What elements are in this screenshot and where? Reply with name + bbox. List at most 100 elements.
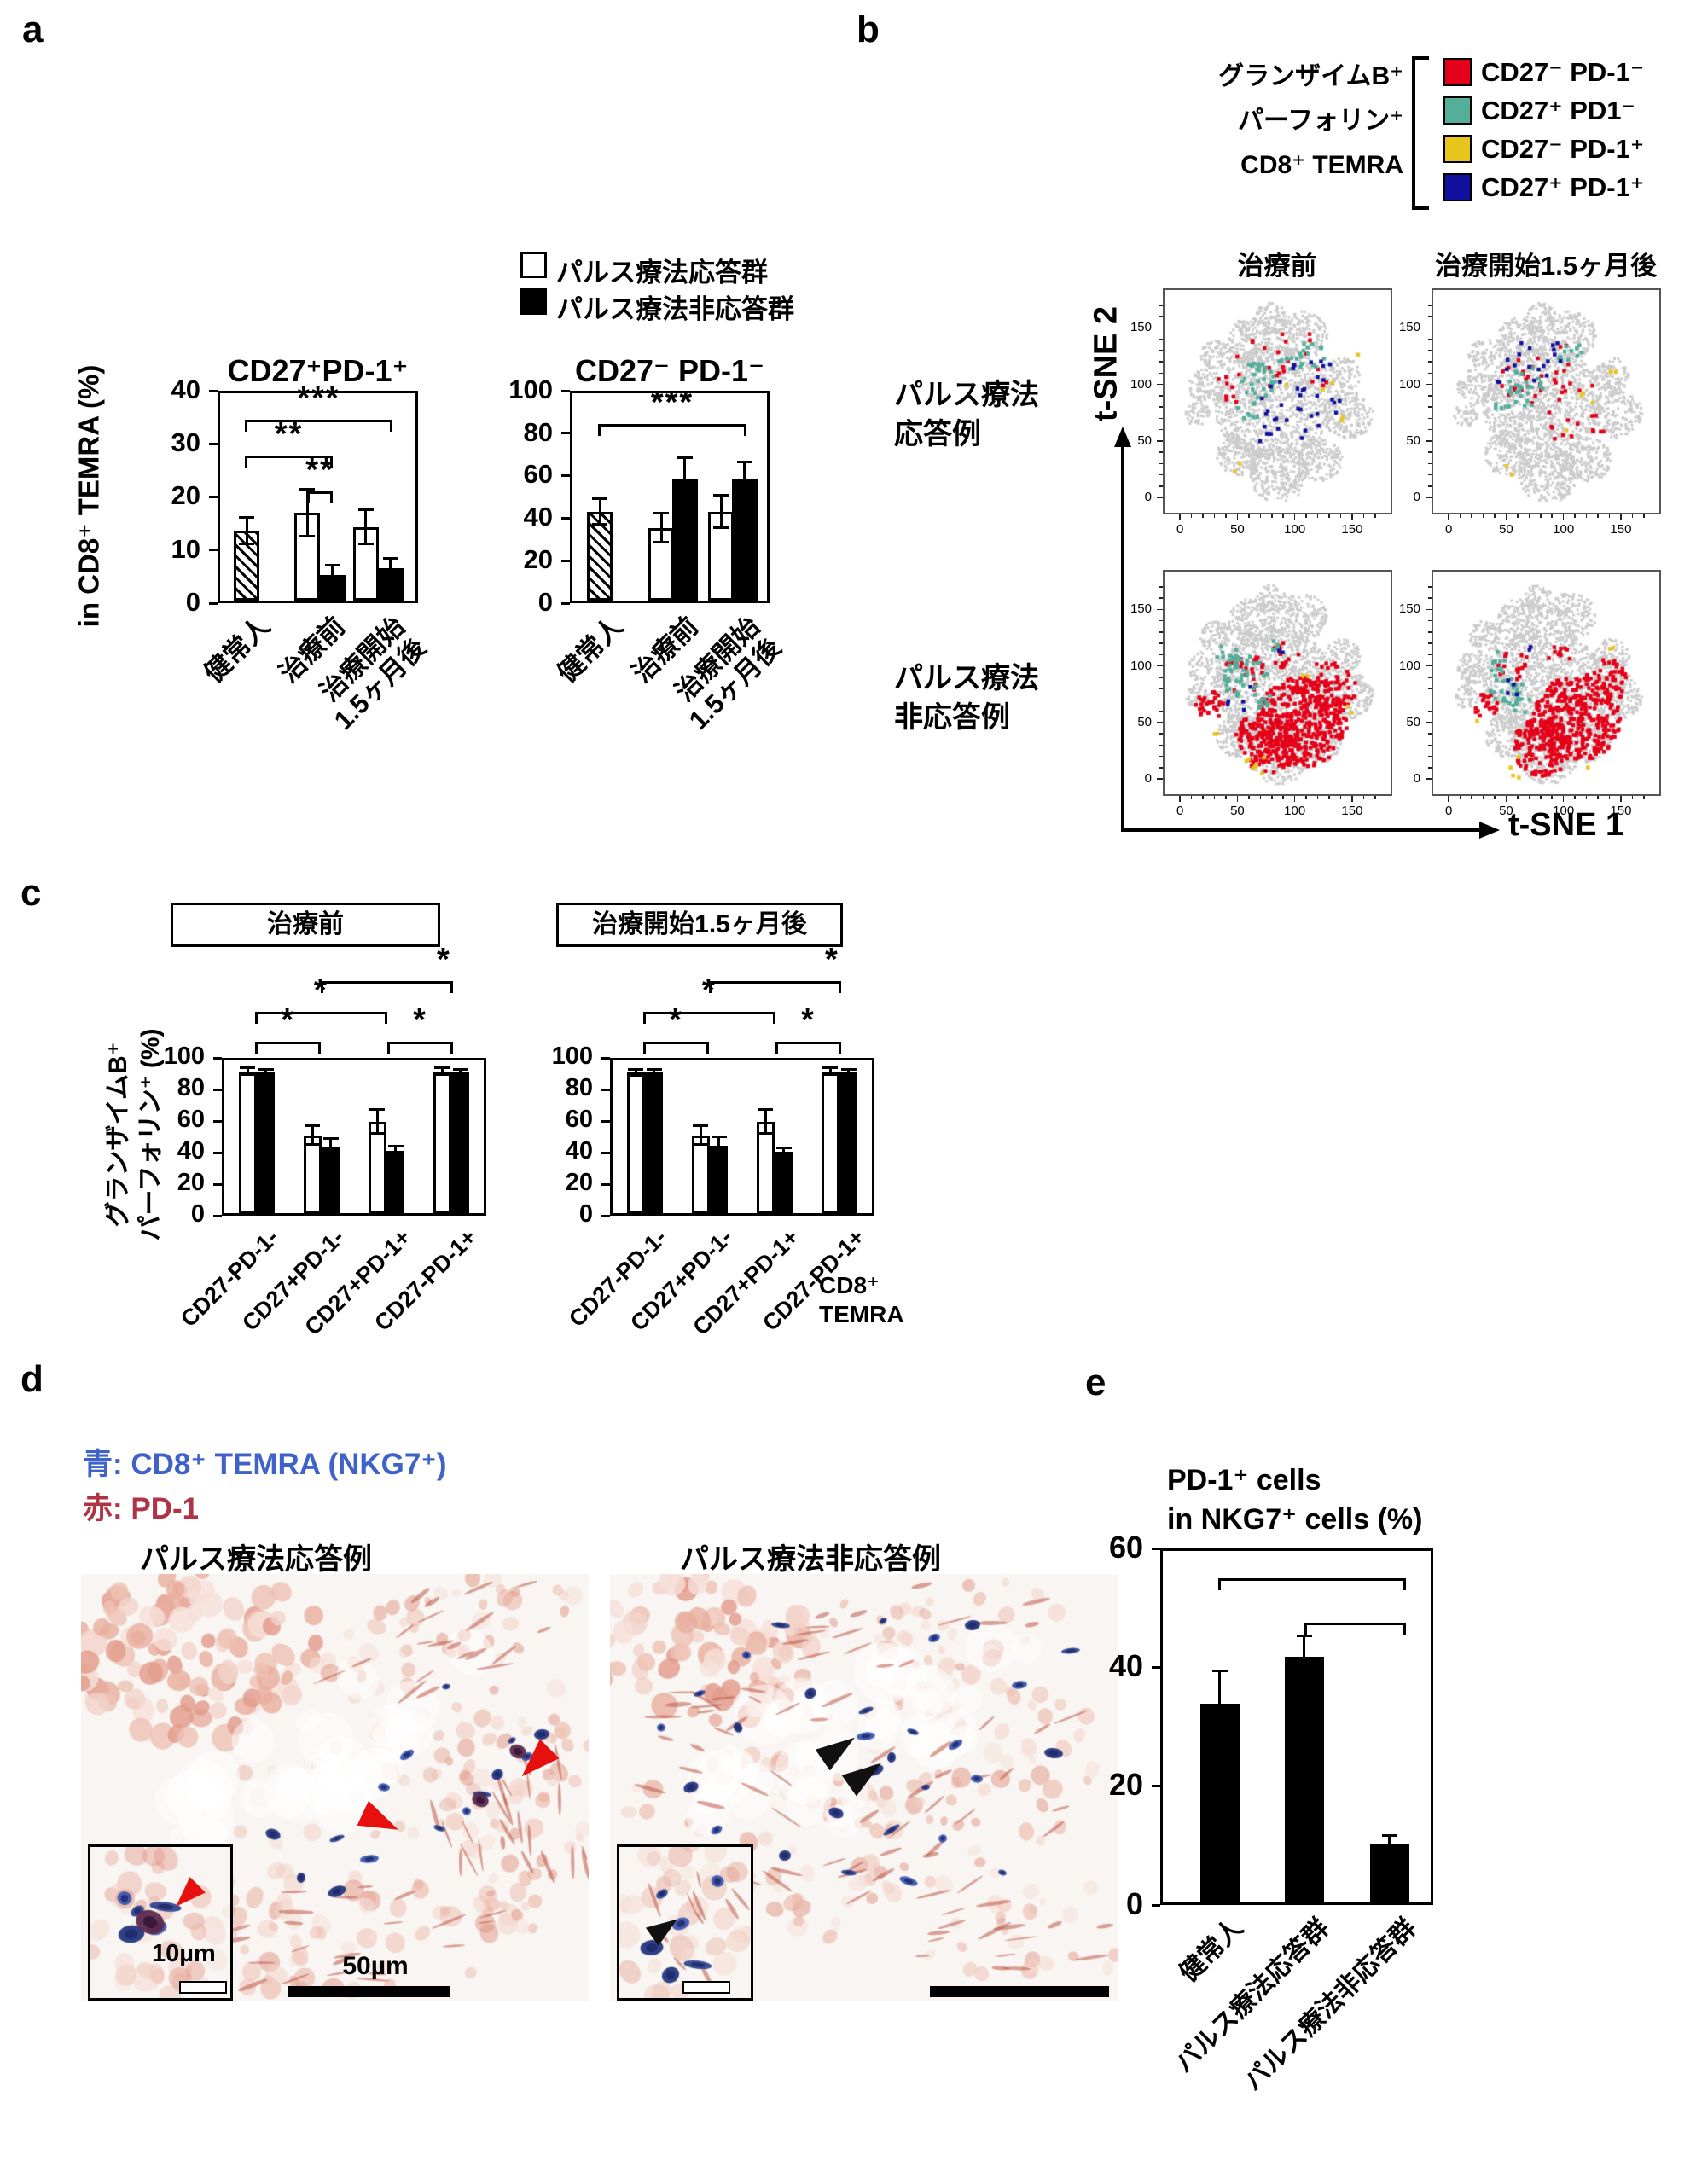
tsne-xtick [1448, 796, 1449, 802]
tsne-ytick [1157, 440, 1163, 442]
tsne-legend-swatch [1443, 135, 1472, 163]
tsne-xtick [1328, 514, 1330, 518]
e-errorbar-cap [1296, 1635, 1312, 1638]
tsne-ytick [1426, 327, 1432, 329]
tsne-legend-label: CD27⁻ PD-1⁺ [1481, 134, 1645, 164]
c2-sig-stars: * [801, 1002, 816, 1038]
tsne-xtick [1213, 796, 1216, 799]
tsne-ytick-label: 100 [1398, 658, 1420, 673]
tsne-xtick [1362, 514, 1365, 518]
tsne-xtick [1213, 514, 1216, 518]
a2-ytick-label: 100 [508, 374, 553, 404]
c2-ytick-label: 80 [565, 1074, 593, 1102]
e-ytick-mark [1152, 1785, 1160, 1788]
tsne-xtick [1202, 796, 1204, 799]
panel-d-header-blue: 青: CD8⁺ TEMRA (NKG7⁺) [83, 1448, 447, 1481]
c2-errorbar-line [717, 1136, 721, 1147]
c1-errorbar-cap [452, 1068, 468, 1072]
tsne-xtick [1190, 796, 1193, 799]
a2-ytick-label: 0 [537, 586, 553, 617]
c1-errorbar-line [329, 1138, 333, 1148]
c2-errorbar-cap [628, 1074, 644, 1077]
tsne-ytick [1426, 383, 1432, 386]
tsne-ytick [1428, 699, 1432, 701]
c1-errorbar-cap [369, 1132, 386, 1136]
a1-bar [377, 567, 404, 601]
e-ytick-label: 40 [1108, 1648, 1143, 1683]
a1-sig-bracket [244, 420, 393, 432]
a2-errorbar-line [683, 457, 687, 479]
tsne-ytick [1428, 733, 1432, 735]
a1-errorbar-line [389, 558, 392, 568]
tsne-ytick-label: 100 [1398, 376, 1420, 392]
c1-sig-bracket [254, 1042, 322, 1054]
a1-ytick-mark [209, 442, 218, 445]
c1-errorbar-cap [305, 1124, 321, 1128]
tsne-xtick-label: 100 [1284, 804, 1306, 818]
tsne-xtick [1574, 514, 1576, 518]
c1-errorbar-line [246, 1067, 249, 1075]
tsne-xtick [1505, 514, 1507, 520]
tsne-ytick [1159, 338, 1163, 340]
tsne-xtick [1620, 514, 1622, 520]
c2-bar [645, 1072, 664, 1213]
a1-errorbar-cap [357, 543, 374, 546]
c2-plot-box [610, 1058, 874, 1216]
tsne-xtick [1259, 514, 1262, 518]
tsne-ytick [1428, 744, 1432, 746]
c2-errorbar-cap [646, 1068, 662, 1072]
tsne-xtick [1608, 796, 1611, 799]
tsne-ytick [1428, 417, 1432, 420]
tsne-ytick [1157, 327, 1163, 329]
tsne-row-label-responder: パルス療法 応答例 [894, 379, 1039, 450]
e-ytick-mark [1152, 1903, 1160, 1907]
tsne-ytick-label: 50 [1406, 714, 1420, 729]
c2-errorbar-cap [840, 1068, 857, 1072]
panel-e-label: e [1085, 1362, 1106, 1403]
c2-sig-bracket [709, 981, 842, 993]
tsne-xtick [1362, 796, 1365, 799]
c1-sig-bracket [321, 981, 454, 993]
tsne-ytick-label: 50 [1137, 433, 1152, 448]
tsne-ytick [1159, 710, 1163, 712]
tsne-plot [1163, 288, 1392, 514]
tsne-xtick [1190, 514, 1193, 518]
c2-bar [691, 1135, 710, 1213]
a2-errorbar-cap [592, 522, 608, 526]
legend-swatch-white [520, 252, 547, 278]
tsne-ytick [1159, 372, 1163, 375]
tsne-xtick [1225, 796, 1227, 799]
tsne-xtick [1643, 796, 1645, 799]
c2-errorbar-cap [711, 1136, 727, 1138]
tsne-ytick [1159, 677, 1163, 678]
tsne-ytick [1428, 462, 1432, 465]
a2-errorbar-cap [653, 512, 670, 515]
a1-chart-title: CD27⁺PD-1⁺ [227, 353, 409, 388]
c2-errorbar-line [847, 1069, 851, 1073]
e-errorbar-line [1218, 1670, 1222, 1704]
tsne-ytick [1159, 653, 1163, 656]
panel-d-label: d [20, 1358, 44, 1400]
tsne-canvas [1433, 572, 1659, 794]
a1-sig-bracket [244, 456, 334, 468]
c1-ytick-label: 100 [163, 1043, 205, 1071]
panel-c-label: c [20, 872, 42, 914]
tsne-ytick [1159, 688, 1163, 689]
tsne1-axis-label: t-SNE 1 [1508, 807, 1624, 843]
tsne-xtick [1339, 796, 1342, 799]
tsne-xtick-label: 100 [1553, 522, 1575, 537]
tsne-xtick-label: 100 [1553, 804, 1575, 818]
tsne1-axis-arrowhead [1479, 822, 1500, 839]
tsne-xtick [1517, 796, 1519, 799]
c2-ytick-mark [601, 1119, 610, 1123]
e-ytick-label: 0 [1125, 1885, 1143, 1921]
inset-nonresponder [619, 1847, 751, 1998]
tsne-ytick [1159, 406, 1163, 408]
tsne-ytick [1157, 778, 1163, 780]
tsne-xtick [1482, 514, 1484, 518]
tsne-canvas [1433, 290, 1659, 513]
c1-sig-bracket [386, 1042, 454, 1054]
tsne-xtick [1248, 796, 1250, 799]
a1-sig-stars: *** [297, 380, 340, 416]
c2-sig-stars: * [701, 973, 717, 1008]
